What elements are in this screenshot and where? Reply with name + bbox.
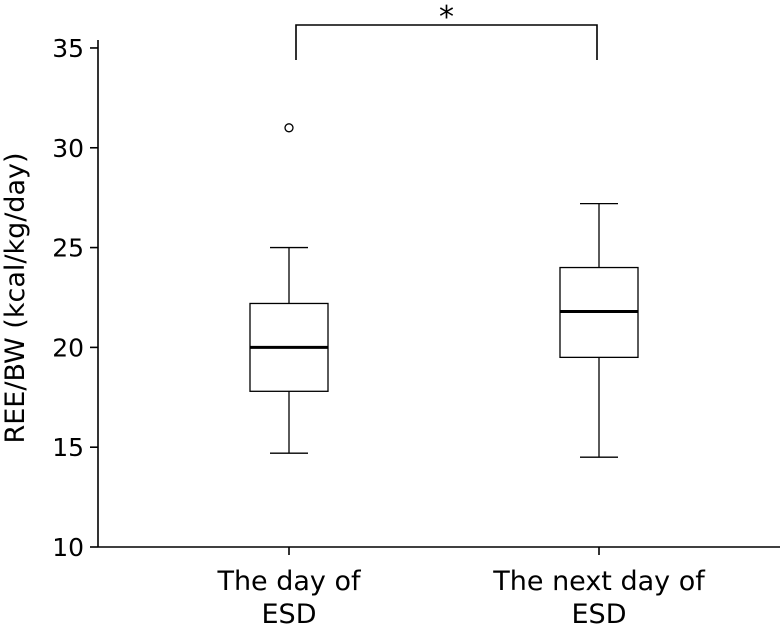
- y-tick-label: 30: [52, 134, 84, 163]
- significance-label: *: [439, 0, 454, 35]
- x-tick-label: ESD: [572, 599, 627, 627]
- boxes: [249, 123, 639, 458]
- y-tick-label: 35: [52, 34, 84, 63]
- y-tick-label: 25: [52, 234, 84, 263]
- y-axis-label: REE/BW (kcal/kg/day): [0, 152, 31, 443]
- box-group: [249, 123, 329, 454]
- significance-bracket: *: [295, 0, 598, 60]
- x-tick-label: The next day of: [492, 566, 706, 597]
- box-group: [559, 203, 639, 458]
- y-tick-label: 15: [52, 433, 84, 462]
- x-tick-label: The day of: [216, 566, 362, 597]
- bracket-line: [295, 24, 598, 60]
- outlier-point: [284, 123, 294, 133]
- y-tick-label: 20: [52, 333, 84, 362]
- y-tick-label: 10: [52, 533, 84, 562]
- y-ticks: 10 15 20 25 30 35: [52, 34, 98, 562]
- axes: [97, 40, 780, 548]
- x-tick-label: ESD: [262, 599, 317, 627]
